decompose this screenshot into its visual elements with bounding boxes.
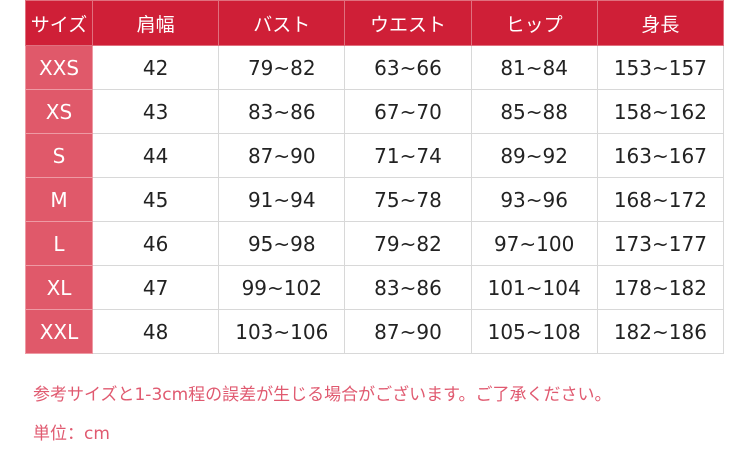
- table-cell: 48: [91, 309, 220, 354]
- size-label: XL: [25, 265, 93, 310]
- table-cell: 75~78: [344, 177, 472, 222]
- table-cell: 97~100: [470, 221, 598, 266]
- table-cell: 158~162: [596, 89, 725, 134]
- table-row: XXL 48 103~106 87~90 105~108 182~186: [25, 309, 725, 354]
- table-cell: 89~92: [470, 133, 598, 178]
- table-row: XXS 42 79~82 63~66 81~84 153~157: [25, 45, 725, 90]
- table-cell: 79~82: [344, 221, 472, 266]
- size-label: XXS: [25, 45, 93, 90]
- table-cell: 87~90: [218, 133, 346, 178]
- column-header: サイズ: [25, 0, 93, 46]
- table-cell: 87~90: [344, 309, 472, 354]
- table-cell: 99~102: [218, 265, 346, 310]
- table-cell: 43: [91, 89, 220, 134]
- table-cell: 103~106: [218, 309, 346, 354]
- table-cell: 173~177: [596, 221, 725, 266]
- column-header: バスト: [218, 0, 346, 46]
- table-row: XL 47 99~102 83~86 101~104 178~182: [25, 265, 725, 310]
- table-cell: 67~70: [344, 89, 472, 134]
- table-cell: 91~94: [218, 177, 346, 222]
- table-cell: 93~96: [470, 177, 598, 222]
- size-label: XS: [25, 89, 93, 134]
- table-cell: 95~98: [218, 221, 346, 266]
- size-chart-table: サイズ 肩幅 バスト ウエスト ヒップ 身長 XXS 42 79~82 63~66 81~84 15…: [25, 0, 725, 354]
- header-row: サイズ 肩幅 バスト ウエスト ヒップ 身長: [25, 0, 725, 46]
- column-header: ヒップ: [470, 0, 598, 46]
- size-label: S: [25, 133, 93, 178]
- table-cell: 168~172: [596, 177, 725, 222]
- table-cell: 79~82: [218, 45, 346, 90]
- table-cell: 45: [91, 177, 220, 222]
- table-cell: 163~167: [596, 133, 725, 178]
- table-row: M 45 91~94 75~78 93~96 168~172: [25, 177, 725, 222]
- table-cell: 85~88: [470, 89, 598, 134]
- column-header: 身長: [596, 0, 725, 46]
- table-row: XS 43 83~86 67~70 85~88 158~162: [25, 89, 725, 134]
- table-cell: 153~157: [596, 45, 725, 90]
- table-cell: 47: [91, 265, 220, 310]
- table-cell: 83~86: [344, 265, 472, 310]
- disclaimer-note: 参考サイズと1-3cm程の誤差が生じる場合がございます。ご了承ください。: [33, 385, 612, 405]
- size-label: XXL: [25, 309, 93, 354]
- size-label: L: [25, 221, 93, 266]
- table-cell: 44: [91, 133, 220, 178]
- column-header: ウエスト: [344, 0, 472, 46]
- size-label: M: [25, 177, 93, 222]
- table-row: L 46 95~98 79~82 97~100 173~177: [25, 221, 725, 266]
- table-row: S 44 87~90 71~74 89~92 163~167: [25, 133, 725, 178]
- table-cell: 182~186: [596, 309, 725, 354]
- table-cell: 63~66: [344, 45, 472, 90]
- table-cell: 178~182: [596, 265, 725, 310]
- unit-note: 単位：cm: [33, 424, 110, 444]
- table-cell: 46: [91, 221, 220, 266]
- table-cell: 101~104: [470, 265, 598, 310]
- table-cell: 81~84: [470, 45, 598, 90]
- table-cell: 105~108: [470, 309, 598, 354]
- table-cell: 71~74: [344, 133, 472, 178]
- column-header: 肩幅: [91, 0, 220, 46]
- table-cell: 42: [91, 45, 220, 90]
- table-cell: 83~86: [218, 89, 346, 134]
